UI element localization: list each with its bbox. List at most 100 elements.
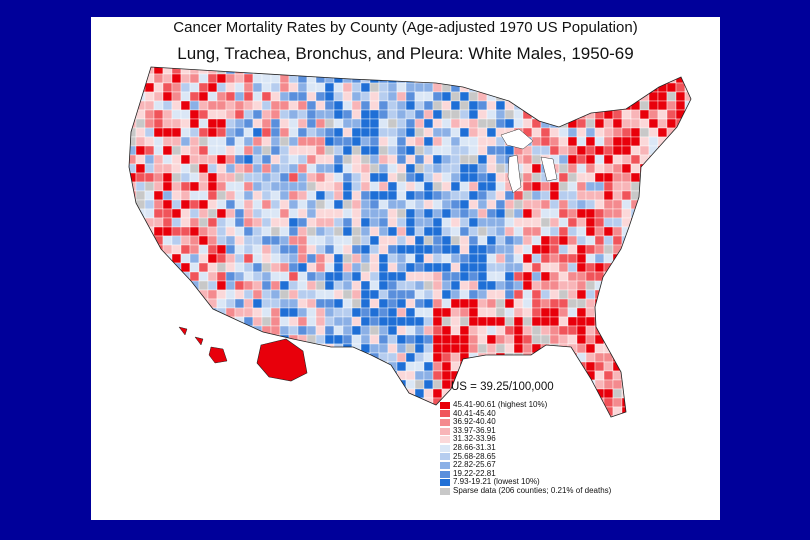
county-cell bbox=[199, 317, 208, 326]
county-cell bbox=[172, 209, 181, 218]
county-cell bbox=[694, 137, 703, 146]
county-cell bbox=[649, 101, 658, 110]
county-cell bbox=[271, 281, 280, 290]
county-cell bbox=[316, 74, 325, 83]
county-cell bbox=[289, 173, 298, 182]
county-cell bbox=[271, 92, 280, 101]
county-cell bbox=[208, 92, 217, 101]
county-cell bbox=[505, 92, 514, 101]
county-cell bbox=[658, 65, 667, 74]
county-cell bbox=[604, 182, 613, 191]
county-cell bbox=[586, 155, 595, 164]
county-cell bbox=[469, 182, 478, 191]
county-cell bbox=[334, 200, 343, 209]
county-cell bbox=[136, 218, 145, 227]
county-cell bbox=[442, 344, 451, 353]
county-cell bbox=[649, 110, 658, 119]
county-cell bbox=[406, 344, 415, 353]
county-cell bbox=[622, 200, 631, 209]
county-cell bbox=[496, 155, 505, 164]
county-cell bbox=[343, 326, 352, 335]
county-cell bbox=[325, 254, 334, 263]
county-cell bbox=[676, 299, 685, 308]
county-cell bbox=[532, 164, 541, 173]
county-cell bbox=[397, 101, 406, 110]
county-cell bbox=[343, 263, 352, 272]
county-cell bbox=[244, 344, 253, 353]
county-cell bbox=[244, 335, 253, 344]
county-cell bbox=[415, 407, 424, 416]
county-cell bbox=[235, 416, 244, 425]
county-cell bbox=[487, 245, 496, 254]
county-cell bbox=[523, 344, 532, 353]
county-cell bbox=[451, 92, 460, 101]
county-cell bbox=[325, 317, 334, 326]
county-cell bbox=[433, 119, 442, 128]
county-cell bbox=[127, 101, 136, 110]
county-cell bbox=[361, 317, 370, 326]
county-cell bbox=[325, 272, 334, 281]
county-cell bbox=[622, 263, 631, 272]
county-cell bbox=[469, 227, 478, 236]
county-cell bbox=[550, 290, 559, 299]
county-cell bbox=[523, 299, 532, 308]
county-cell bbox=[361, 92, 370, 101]
county-cell bbox=[415, 272, 424, 281]
county-cell bbox=[289, 209, 298, 218]
county-cell bbox=[379, 335, 388, 344]
county-cell bbox=[442, 281, 451, 290]
county-cell bbox=[361, 74, 370, 83]
county-cell bbox=[388, 308, 397, 317]
county-cell bbox=[667, 299, 676, 308]
county-cell bbox=[154, 92, 163, 101]
county-cell bbox=[694, 182, 703, 191]
county-cell bbox=[433, 191, 442, 200]
county-cell bbox=[388, 290, 397, 299]
county-cell bbox=[343, 200, 352, 209]
county-cell bbox=[307, 74, 316, 83]
county-cell bbox=[163, 92, 172, 101]
county-cell bbox=[550, 182, 559, 191]
county-cell bbox=[190, 236, 199, 245]
county-cell bbox=[415, 353, 424, 362]
county-cell bbox=[388, 317, 397, 326]
county-cell bbox=[487, 344, 496, 353]
county-cell bbox=[424, 173, 433, 182]
county-cell bbox=[694, 65, 703, 74]
county-cell bbox=[226, 380, 235, 389]
county-cell bbox=[568, 74, 577, 83]
county-cell bbox=[289, 398, 298, 407]
county-cell bbox=[154, 272, 163, 281]
county-cell bbox=[325, 128, 334, 137]
county-cell bbox=[370, 398, 379, 407]
county-cell bbox=[631, 362, 640, 371]
county-cell bbox=[163, 236, 172, 245]
county-cell bbox=[370, 308, 379, 317]
county-cell bbox=[433, 209, 442, 218]
county-cell bbox=[208, 236, 217, 245]
county-cell bbox=[514, 65, 523, 74]
county-cell bbox=[622, 209, 631, 218]
county-cell bbox=[433, 137, 442, 146]
county-cell bbox=[379, 398, 388, 407]
county-cell bbox=[361, 164, 370, 173]
county-cell bbox=[172, 155, 181, 164]
county-cell bbox=[505, 263, 514, 272]
county-cell bbox=[613, 119, 622, 128]
county-cell bbox=[658, 110, 667, 119]
county-cell bbox=[334, 209, 343, 218]
county-cell bbox=[631, 236, 640, 245]
county-cell bbox=[325, 218, 334, 227]
county-cell bbox=[595, 182, 604, 191]
county-cell bbox=[343, 389, 352, 398]
county-cell bbox=[334, 245, 343, 254]
county-cell bbox=[469, 200, 478, 209]
county-cell bbox=[640, 191, 649, 200]
county-cell bbox=[577, 317, 586, 326]
county-cell bbox=[352, 92, 361, 101]
county-cell bbox=[334, 236, 343, 245]
county-cell bbox=[451, 128, 460, 137]
county-cell bbox=[406, 101, 415, 110]
county-cell bbox=[244, 362, 253, 371]
county-cell bbox=[253, 101, 262, 110]
